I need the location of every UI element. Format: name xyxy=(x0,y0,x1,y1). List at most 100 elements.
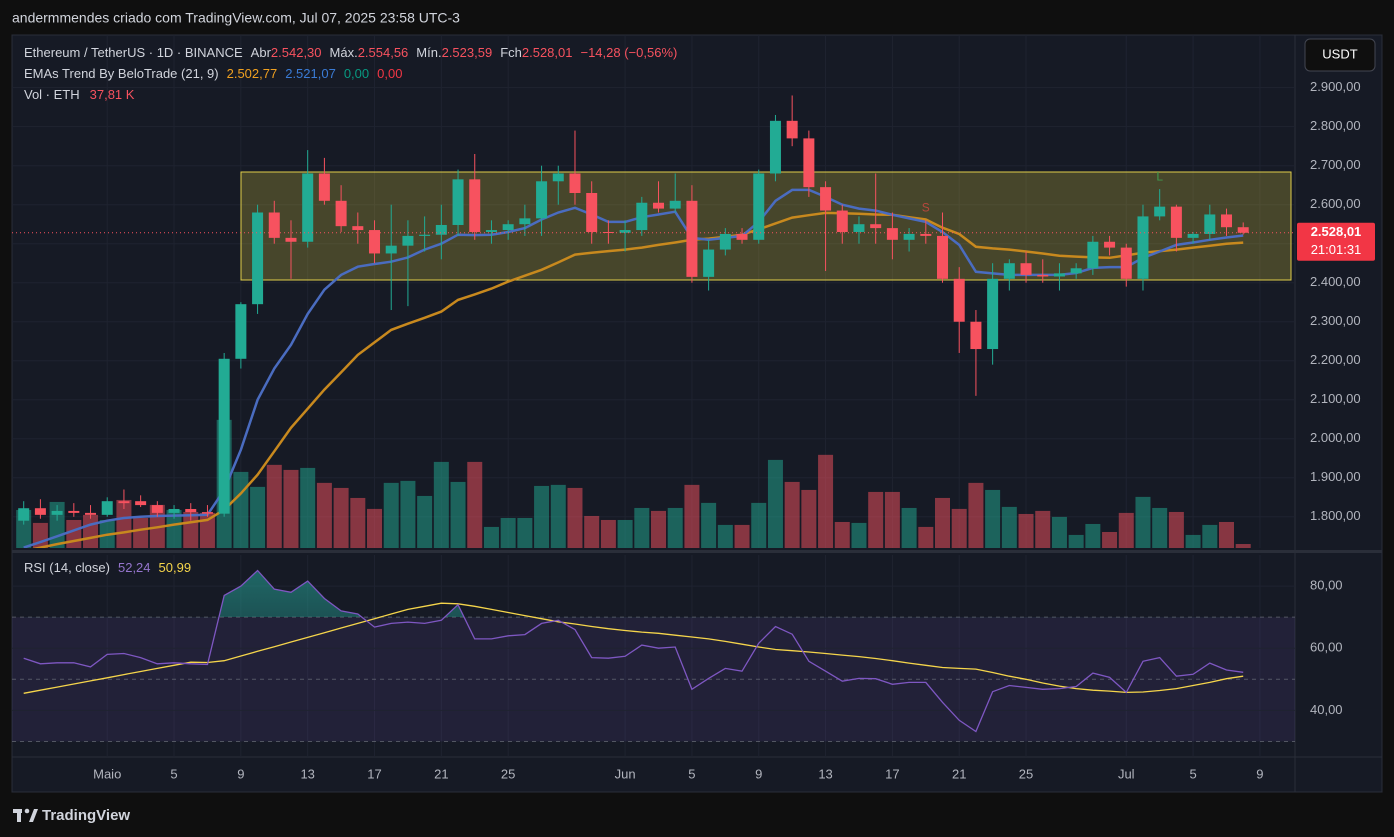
volume-bar xyxy=(333,487,349,548)
rsi-line xyxy=(23,569,1244,733)
x-tick-label: 17 xyxy=(367,766,381,781)
volume-bar xyxy=(634,507,650,548)
y-tick-label: 1.800,00 xyxy=(1310,508,1361,523)
candle-body xyxy=(1037,274,1049,277)
legend-item: 2.521,07 xyxy=(285,66,336,81)
volume-bar xyxy=(417,495,433,548)
candle-body xyxy=(703,249,715,277)
candle-body xyxy=(836,210,848,233)
volume-bar xyxy=(1135,496,1151,548)
candle-body xyxy=(218,358,230,514)
legend-item: Mín. xyxy=(416,45,441,60)
volume-bar xyxy=(801,489,817,548)
candle-body xyxy=(1120,247,1132,279)
candle-body xyxy=(385,245,397,254)
volume-bar xyxy=(851,522,867,548)
volume-bar xyxy=(567,487,583,548)
volume-bar xyxy=(1068,534,1084,548)
candle-body xyxy=(369,230,381,254)
volume-bar xyxy=(1085,523,1101,548)
legend-item: 2.554,56 xyxy=(358,45,409,60)
volume-bar xyxy=(266,464,282,548)
currency-button[interactable] xyxy=(1304,38,1376,72)
candle-body xyxy=(18,508,30,521)
candle-body xyxy=(85,512,97,515)
x-tick-label: 25 xyxy=(1019,766,1033,781)
x-tick-label: 13 xyxy=(300,766,314,781)
last-price-tag xyxy=(1297,222,1375,261)
candle-body xyxy=(769,120,781,174)
candle-body xyxy=(987,278,999,350)
last-price-label: 2.528,01 xyxy=(1311,224,1362,239)
candle-body xyxy=(1204,214,1216,234)
candle-body xyxy=(1170,206,1182,238)
y-tick-label: 2.400,00 xyxy=(1310,274,1361,289)
price-pane xyxy=(12,35,1295,548)
candle-body xyxy=(736,233,748,240)
candle-body xyxy=(352,226,364,231)
candle-body xyxy=(118,501,130,504)
legend-item: Vol · ETH xyxy=(24,87,80,102)
x-tick-label: 21 xyxy=(434,766,448,781)
volume-bar xyxy=(400,480,416,548)
candle-body xyxy=(101,501,113,515)
legend-item: Ethereum / TetherUS · 1D · BINANCE xyxy=(24,45,243,60)
volume-bar xyxy=(250,486,266,548)
x-tick-label: 9 xyxy=(237,766,244,781)
legend-item: 37,81 K xyxy=(90,87,135,102)
volume-bar xyxy=(383,482,399,548)
candle-body xyxy=(1020,263,1032,275)
volume-bar xyxy=(684,484,700,548)
y-tick-label: 2.700,00 xyxy=(1310,157,1361,172)
tradingview-logo xyxy=(13,808,38,822)
x-tick-label: 5 xyxy=(688,766,695,781)
volume-bar xyxy=(651,510,667,548)
volume-bar xyxy=(600,519,616,548)
candle-body xyxy=(1221,214,1233,228)
volume-bar xyxy=(617,519,633,548)
x-tick-label: Jul xyxy=(1118,766,1135,781)
candle-body xyxy=(786,120,798,139)
volume-bar xyxy=(734,524,750,548)
candle-body xyxy=(252,212,264,305)
candle-body xyxy=(552,173,564,182)
candle-body xyxy=(669,200,681,209)
volume-bar xyxy=(450,481,466,548)
volume-bar xyxy=(1219,521,1235,548)
legend-item: Máx. xyxy=(330,45,358,60)
volume-bar xyxy=(701,502,717,548)
layers: 2.900,002.800,002.700,002.600,002.500,00… xyxy=(12,35,1375,781)
volume-bar xyxy=(1001,506,1017,548)
candle-body xyxy=(318,173,330,201)
logo-shape xyxy=(29,809,38,822)
volume-bar xyxy=(717,524,733,548)
candle-body xyxy=(619,230,631,233)
x-tick-label: 9 xyxy=(1256,766,1263,781)
volume-bar xyxy=(66,519,82,548)
candle-body xyxy=(1053,273,1065,277)
x-tick-label: 5 xyxy=(170,766,177,781)
candle-body xyxy=(302,173,314,242)
volume-bar xyxy=(1202,524,1218,548)
candle-body xyxy=(903,233,915,240)
candle-body xyxy=(636,202,648,231)
candle-body xyxy=(920,233,932,236)
candle-body xyxy=(151,505,163,513)
volume-bar xyxy=(300,467,316,548)
candle-body xyxy=(820,187,832,211)
legend-item: 2.528,01 xyxy=(522,45,573,60)
candle-body xyxy=(1137,216,1149,279)
currency-label[interactable]: USDT xyxy=(1322,46,1357,61)
rsi-overbought-fill xyxy=(218,570,465,618)
volume-bar xyxy=(868,491,884,548)
candle-body xyxy=(753,173,765,240)
candle-body xyxy=(435,224,447,235)
volume-bar xyxy=(1235,544,1251,548)
x-tick-label: 13 xyxy=(818,766,832,781)
volume-bar xyxy=(584,515,600,548)
candle-body xyxy=(719,233,731,250)
volume-bar xyxy=(767,459,783,548)
candle-body xyxy=(168,508,180,513)
volume-bar xyxy=(367,508,383,548)
